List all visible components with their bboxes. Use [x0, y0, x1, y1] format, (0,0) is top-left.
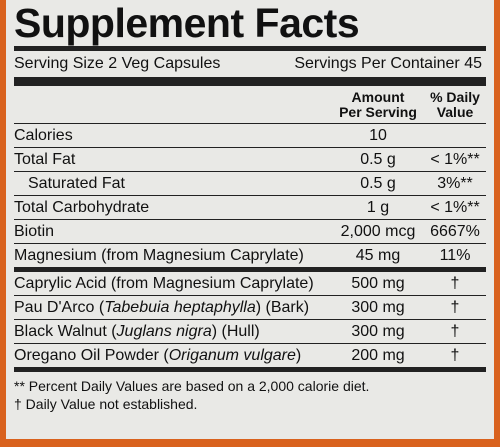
rule — [14, 295, 486, 296]
rule — [14, 219, 486, 220]
name-part: Pau D'Arco ( — [14, 298, 105, 316]
ingredient-row: Oregano Oil Powder (Origanum vulgare) 200… — [14, 344, 486, 367]
daily-value: < 1%** — [430, 198, 480, 216]
name-part: Total Fat — [14, 150, 76, 168]
name-part: Caprylic Acid (from Magnesium Caprylate) — [14, 274, 314, 292]
name-part: ) — [295, 346, 302, 364]
daily-value: 6667% — [430, 222, 480, 240]
rule — [14, 267, 486, 272]
ingredient-row: Magnesium (from Magnesium Caprylate) 45 m… — [14, 244, 486, 267]
name-part: ) (Bark) — [255, 298, 310, 316]
amount: 1 g — [366, 198, 390, 216]
ingredient-row: Saturated Fat 0.5 g 3%** — [14, 172, 486, 195]
amount: 300 mg — [351, 322, 405, 340]
name-part: ) (Hull) — [211, 322, 260, 340]
amount: 200 mg — [351, 346, 405, 364]
daily-value: † — [450, 274, 460, 292]
name-part: Black Walnut ( — [14, 322, 117, 340]
ingredient-name: Calories — [14, 127, 332, 145]
rule — [14, 123, 486, 124]
serving-size: Serving Size 2 Veg Capsules — [14, 55, 221, 72]
daily-value: 11% — [439, 246, 471, 264]
supplement-label: Supplement Facts Serving Size 2 Veg Caps… — [6, 0, 494, 439]
name-part: Saturated Fat — [28, 174, 125, 192]
ingredient-row: Total Fat 0.5 g < 1%** — [14, 148, 486, 171]
rule — [14, 243, 486, 244]
amount: 45 mg — [355, 246, 401, 264]
dv-header: % Daily Value — [424, 90, 486, 120]
amount: 2,000 mcg — [340, 222, 416, 240]
daily-value: 3%** — [437, 174, 473, 192]
ingredient-name: Total Carbohydrate — [14, 199, 332, 217]
name-part: Juglans nigra — [116, 322, 212, 340]
rule — [14, 319, 486, 320]
ingredient-name: Biotin — [14, 223, 332, 241]
rule — [14, 77, 486, 86]
name-part: Biotin — [14, 222, 55, 240]
ingredient-name: Oregano Oil Powder (Origanum vulgare) — [14, 347, 332, 365]
ingredient-row: Biotin 2,000 mcg 6667% — [14, 220, 486, 243]
ingredient-name: Total Fat — [14, 151, 332, 169]
serving-info: Serving Size 2 Veg Capsules Servings Per… — [14, 51, 486, 77]
name-part: Total Carbohydrate — [14, 198, 150, 216]
daily-value: † — [450, 322, 460, 340]
name-part: Tabebuia heptaphylla — [104, 298, 256, 316]
header-line: Value — [436, 104, 474, 120]
ingredient-name: Black Walnut (Juglans nigra) (Hull) — [14, 323, 332, 341]
ingredient-name: Pau D'Arco (Tabebuia heptaphylla) (Bark) — [14, 299, 332, 317]
rule — [14, 147, 486, 148]
amount: 0.5 g — [360, 150, 396, 168]
daily-value: † — [450, 298, 460, 316]
rule — [14, 195, 486, 196]
ingredient-name: Magnesium (from Magnesium Caprylate) — [14, 247, 332, 265]
amount: 0.5 g — [360, 174, 396, 192]
name-part: Oregano Oil Powder ( — [14, 346, 169, 364]
daily-value: † — [450, 346, 460, 364]
column-header: Amount Per Serving % Daily Value — [14, 86, 486, 123]
ingredient-name: Caprylic Acid (from Magnesium Caprylate) — [14, 275, 332, 293]
ingredient-row: Black Walnut (Juglans nigra) (Hull) 300 m… — [14, 320, 486, 343]
amount: 300 mg — [351, 298, 405, 316]
ingredient-name: Saturated Fat — [14, 175, 332, 193]
servings-per-container: Servings Per Container 45 — [294, 55, 482, 72]
daily-value: < 1%** — [430, 150, 480, 168]
footnote: ** Percent Daily Values are based on a 2… — [14, 378, 370, 394]
ingredient-row: Total Carbohydrate 1 g < 1%** — [14, 196, 486, 219]
name-part: Origanum vulgare — [168, 346, 296, 364]
name-part: Calories — [14, 126, 73, 144]
amount: 10 — [369, 126, 387, 144]
ingredient-row: Pau D'Arco (Tabebuia heptaphylla) (Bark)… — [14, 296, 486, 319]
title: Supplement Facts — [14, 0, 360, 46]
ingredient-row: Caprylic Acid (from Magnesium Caprylate)… — [14, 272, 486, 295]
ingredient-row: Calories 10 — [14, 124, 486, 147]
rule — [14, 367, 486, 372]
rows: Calories 10 Total Fat 0.5 g < 1%** Saturated … — [14, 123, 486, 367]
amount: 500 mg — [351, 274, 405, 292]
header-line: Per Serving — [339, 104, 417, 120]
rule — [14, 46, 486, 51]
rule — [14, 171, 486, 172]
rule — [14, 343, 486, 344]
amount-header: Amount Per Serving — [332, 90, 424, 120]
name-part: Magnesium (from Magnesium Caprylate) — [14, 246, 304, 264]
header-line: % Daily — [430, 89, 480, 105]
footnote: † Daily Value not established. — [14, 396, 198, 412]
header-line: Amount — [351, 89, 405, 105]
footnotes: ** Percent Daily Values are based on a 2… — [14, 372, 486, 413]
